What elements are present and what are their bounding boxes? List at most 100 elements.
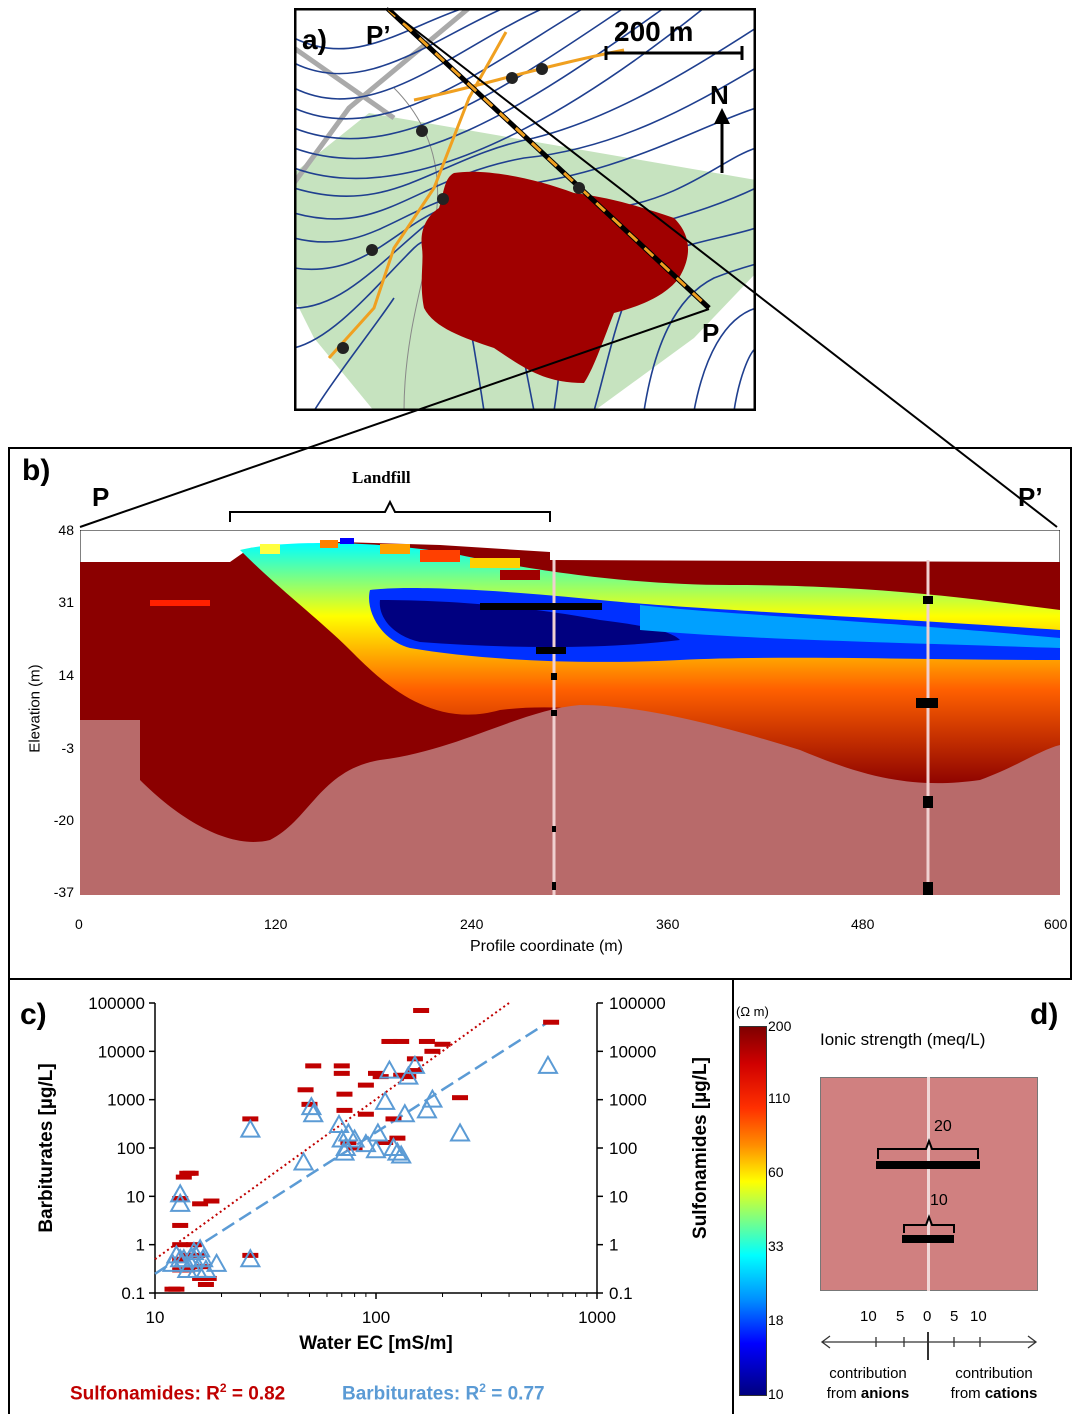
barbiturates-point xyxy=(169,1192,191,1212)
anion-label-from: from xyxy=(826,1385,861,1402)
y-tick-minus3: -3 xyxy=(61,740,74,756)
panel-b-label: b) xyxy=(22,454,51,487)
north-arrow-icon xyxy=(714,108,730,173)
legend-sulfonamides-text: Sulfonamides: R xyxy=(70,1383,220,1405)
ionic-strength-title: Ionic strength (meq/L) xyxy=(820,1030,986,1049)
barbiturates-point xyxy=(367,1122,389,1142)
legend-sulfonamides: Sulfonamides: R2 = 0.82 xyxy=(70,1381,286,1405)
map-scale-bar xyxy=(604,46,744,60)
x-tick-label: 1000 xyxy=(578,1308,616,1327)
barbiturates-point xyxy=(397,1065,420,1085)
ionic-tick-5-right: 5 xyxy=(950,1308,959,1325)
map-road-grey xyxy=(294,45,396,121)
sulfonamides-point xyxy=(381,1038,398,1044)
legend-barbiturates-text: Barbiturates: R xyxy=(342,1383,480,1405)
colorbar-tick-60: 60 xyxy=(768,1164,784,1180)
ionic-strength-legend-bars xyxy=(876,1138,980,1243)
sulfonamides-point xyxy=(393,1038,410,1044)
sulfonamides-point xyxy=(543,1019,560,1025)
barbiturates-point xyxy=(386,1141,409,1161)
cation-label-line1: contribution xyxy=(955,1365,1033,1382)
sulfonamides-point xyxy=(434,1041,451,1047)
sulfonamides-point xyxy=(346,1145,363,1151)
map-scale-label: 200 m xyxy=(614,16,694,47)
y-tick-48: 48 xyxy=(58,522,74,538)
ionic-axis xyxy=(820,1332,1038,1360)
colorbar-tick-18: 18 xyxy=(768,1312,784,1328)
sulfonamides-point xyxy=(368,1070,384,1076)
profile-left-label: P xyxy=(92,482,110,512)
colorbar xyxy=(739,1026,767,1396)
y-tick-31: 31 xyxy=(58,594,74,610)
profile-masked-zone xyxy=(80,705,1060,895)
sulfonamides-point xyxy=(385,1116,402,1122)
barbiturates-point xyxy=(378,1059,401,1079)
y-tick-14: 14 xyxy=(58,667,74,683)
y-tick-label-left: 0.1 xyxy=(121,1284,145,1303)
barbiturates-point xyxy=(195,1258,217,1278)
sulfonamides-point xyxy=(172,1196,189,1202)
sulfonamides-point xyxy=(197,1281,214,1287)
map-label-p-prime: P’ xyxy=(366,20,391,50)
sulfonamides-point xyxy=(406,1068,423,1074)
sulfonamides-point xyxy=(400,1074,417,1080)
y-tick-label-left: 1000 xyxy=(107,1091,145,1110)
x-tick-600: 600 xyxy=(1044,916,1068,932)
y-tick-label-right: 100 xyxy=(609,1139,637,1158)
barbiturates-point xyxy=(169,1183,191,1203)
panel-a-map: a) P’ 200 m N P xyxy=(294,8,756,411)
ionic-strength-centerline xyxy=(927,1077,930,1291)
sulfonamides-point xyxy=(242,1252,259,1258)
barbiturates-point xyxy=(333,1141,356,1161)
profile-section xyxy=(80,530,1060,895)
anion-label-anions: anions xyxy=(860,1385,910,1402)
map-svg xyxy=(294,8,756,411)
barbiturates-point xyxy=(390,1144,412,1164)
colorbar-tick-10: 10 xyxy=(768,1386,784,1402)
barbiturates-point xyxy=(343,1128,366,1148)
x-tick-label: 10 xyxy=(146,1308,165,1327)
profile-y-label: Elevation (m) xyxy=(26,664,44,753)
landfill-bracket xyxy=(229,499,551,522)
cation-label-from: from xyxy=(950,1385,985,1402)
profile-y-ticks: 48 31 14 -3 -20 -37 xyxy=(20,522,74,902)
sulfonamides-point xyxy=(424,1048,441,1054)
barbiturates-point xyxy=(421,1088,444,1108)
profile-x-label: Profile coordinate (m) xyxy=(470,938,623,955)
cation-contribution-label: contribution from cations xyxy=(932,1364,1056,1404)
y-tick-label-left: 1 xyxy=(136,1236,145,1255)
sulfonamides-point xyxy=(305,1063,322,1069)
legend-sulfonamides-r2: = 0.82 xyxy=(231,1383,286,1405)
barbiturates-point xyxy=(365,1139,387,1159)
sulfonamides-point xyxy=(172,1256,189,1262)
sulfonamides-point xyxy=(172,1222,189,1228)
ionic-tick-10-left: 10 xyxy=(860,1308,877,1325)
barbiturates-point xyxy=(183,1241,205,1261)
ionic-tick-10-right: 10 xyxy=(970,1308,987,1325)
ionic-tick-0: 0 xyxy=(923,1308,932,1325)
y-tick-label-right: 0.1 xyxy=(609,1284,633,1303)
panel-c-frame xyxy=(8,980,734,1414)
barbiturates-point xyxy=(355,1133,377,1153)
anion-contribution-label: contribution from anions xyxy=(812,1364,924,1404)
colorbar-ticks: 200 110 60 33 18 10 xyxy=(768,1018,808,1418)
legend-barbiturates-r2: = 0.77 xyxy=(491,1383,545,1405)
sulfonamides-point xyxy=(333,1070,350,1076)
ionic-axis-ticks: 10 5 0 5 10 xyxy=(820,1308,1040,1330)
barbiturates-point xyxy=(205,1252,228,1272)
sulfonamides-point xyxy=(389,1135,406,1141)
y-tick-minus20: -20 xyxy=(53,812,74,828)
barbiturates-point xyxy=(300,1096,323,1116)
barbiturates-point xyxy=(302,1103,324,1123)
sulfonamides-point xyxy=(452,1095,469,1101)
profile-x-ticks: 0 120 240 360 480 600 xyxy=(70,916,1070,936)
y-axis-label-left: Barbiturates [µg/L] xyxy=(36,1063,57,1232)
x-tick-120: 120 xyxy=(264,916,288,932)
y-tick-label-right: 1 xyxy=(609,1236,618,1255)
sulfonamides-point xyxy=(336,1107,353,1113)
sulfonamides-point xyxy=(357,1082,374,1088)
barbiturates-point xyxy=(239,1118,262,1138)
y-tick-label-left: 10 xyxy=(126,1187,145,1206)
legend-bar-10 xyxy=(902,1235,954,1243)
map-profile-line xyxy=(385,8,711,310)
